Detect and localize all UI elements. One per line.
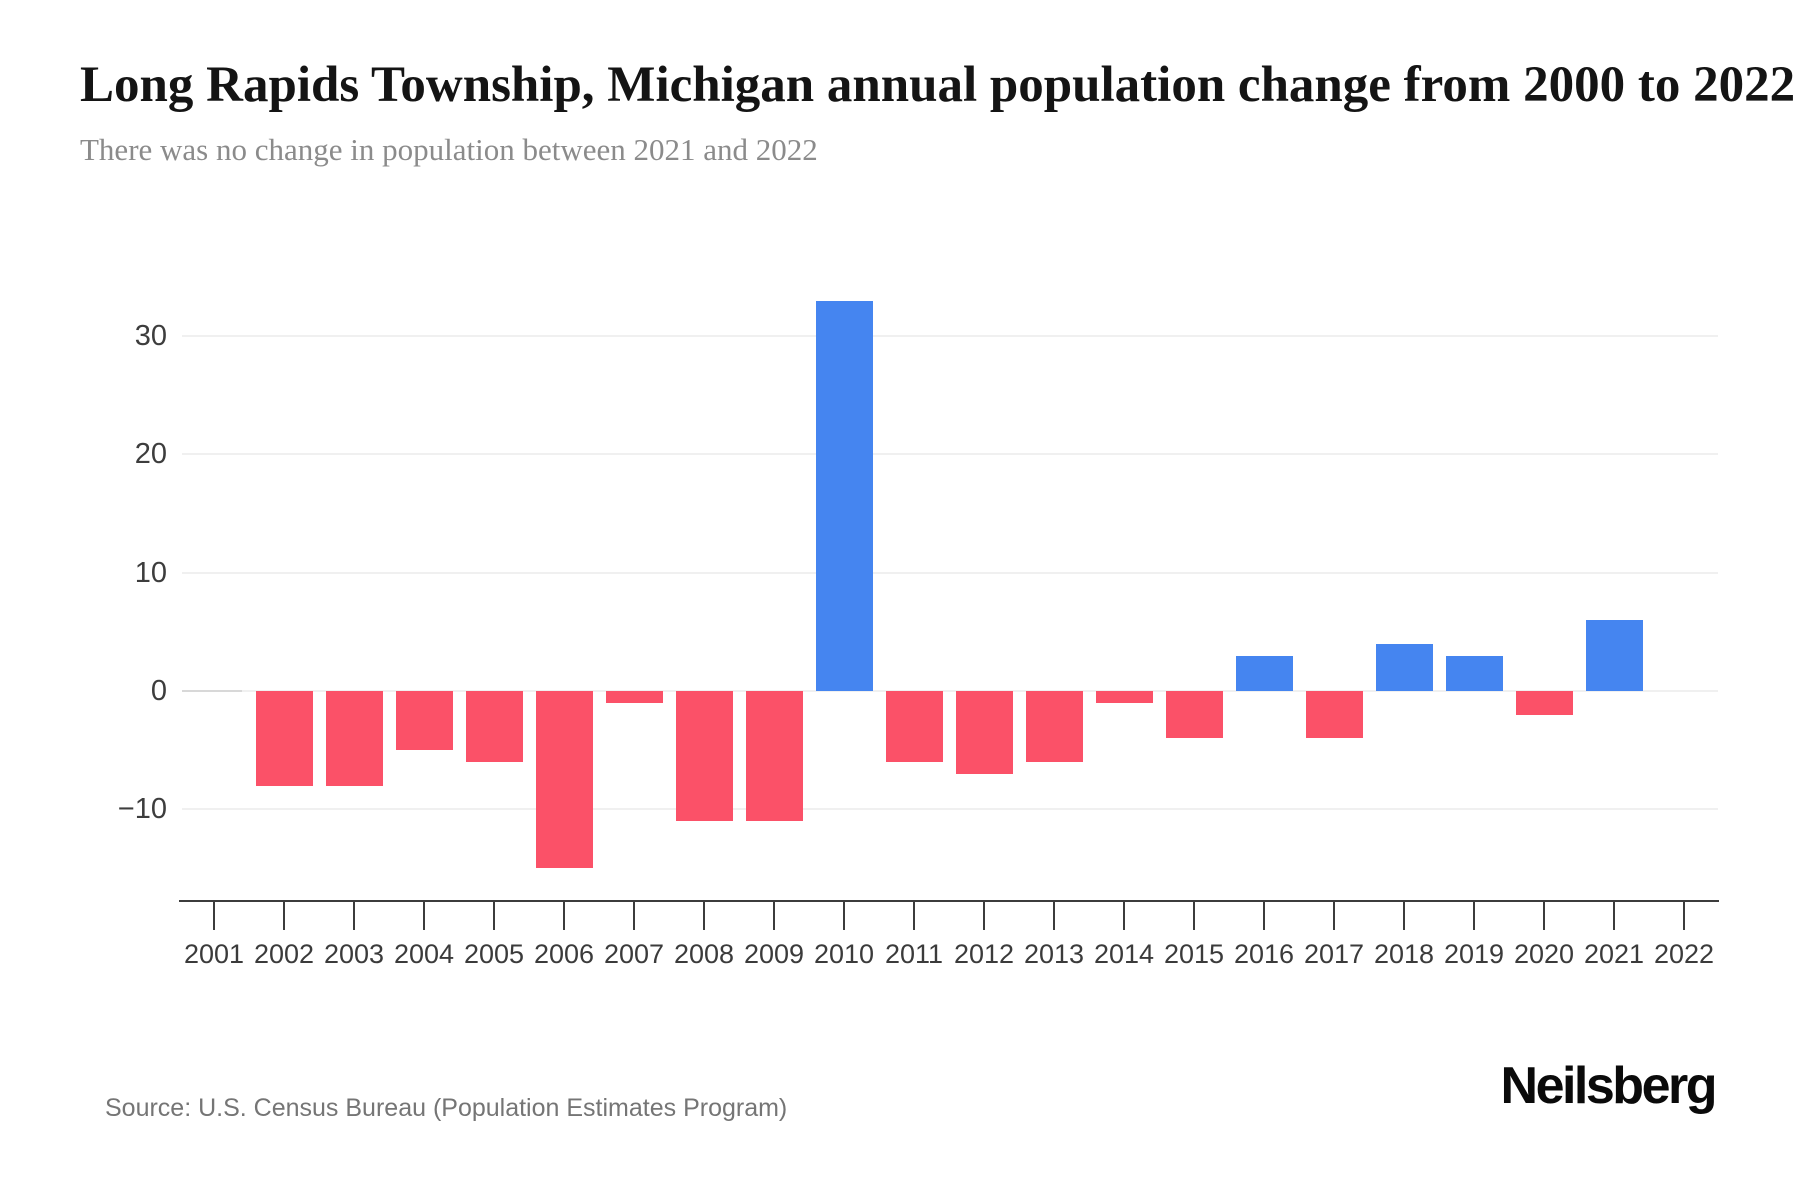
zero-axis-tick xyxy=(182,690,242,692)
x-axis-tick xyxy=(1053,900,1055,930)
x-tick-label: 2003 xyxy=(323,939,385,969)
x-axis-tick xyxy=(773,900,775,930)
bar-2016 xyxy=(1235,655,1293,691)
bar-2017 xyxy=(1305,691,1363,739)
x-axis-tick xyxy=(983,900,985,930)
x-axis-tick xyxy=(423,900,425,930)
bar-2002 xyxy=(255,691,313,786)
x-axis-tick xyxy=(353,900,355,930)
y-gridline xyxy=(182,453,1718,456)
bar-2014 xyxy=(1095,691,1153,703)
y-gridline xyxy=(182,808,1718,811)
y-tick-label: −10 xyxy=(117,793,167,826)
chart-title: Long Rapids Township, Michigan annual po… xyxy=(80,57,1796,113)
x-tick-label: 2009 xyxy=(743,939,805,969)
x-tick-label: 2014 xyxy=(1093,939,1155,969)
x-tick-label: 2015 xyxy=(1163,939,1225,969)
x-axis-tick xyxy=(213,900,215,930)
y-tick-label: 20 xyxy=(134,438,167,471)
bar-2008 xyxy=(675,691,733,822)
x-axis-tick xyxy=(1683,900,1685,930)
x-tick-label: 2001 xyxy=(183,939,245,969)
bar-2007 xyxy=(605,691,663,703)
x-tick-label: 2012 xyxy=(953,939,1015,969)
bar-2003 xyxy=(325,691,383,786)
x-axis-tick xyxy=(1333,900,1335,930)
x-tick-label: 2021 xyxy=(1583,939,1645,969)
x-tick-label: 2020 xyxy=(1513,939,1575,969)
y-tick-label: 30 xyxy=(134,320,167,353)
bar-2011 xyxy=(885,691,943,762)
y-tick-label: 0 xyxy=(150,675,167,707)
bar-2010 xyxy=(815,300,873,691)
x-tick-label: 2013 xyxy=(1023,939,1085,969)
x-axis-tick xyxy=(703,900,705,930)
neilsberg-logo: Neilsberg xyxy=(1500,1057,1718,1115)
x-axis-tick xyxy=(1123,900,1125,930)
bar-2020 xyxy=(1515,691,1573,715)
x-axis-tick xyxy=(563,900,565,930)
bar-2019 xyxy=(1445,655,1503,691)
x-tick-label: 2006 xyxy=(533,939,595,969)
bar-2013 xyxy=(1025,691,1083,762)
x-tick-label: 2017 xyxy=(1303,939,1365,969)
y-tick-label: 10 xyxy=(134,556,167,589)
x-axis-tick xyxy=(913,900,915,930)
y-gridline xyxy=(182,571,1718,574)
bar-2021 xyxy=(1585,620,1643,691)
x-axis-tick xyxy=(1193,900,1195,930)
x-axis-tick xyxy=(1473,900,1475,930)
y-gridline xyxy=(182,690,1718,692)
source-attribution: Source: U.S. Census Bureau (Population E… xyxy=(105,1094,788,1122)
x-axis-tick xyxy=(633,900,635,930)
bar-2006 xyxy=(535,691,593,869)
x-axis-tick xyxy=(493,900,495,930)
bar-2012 xyxy=(955,691,1013,774)
x-tick-label: 2005 xyxy=(463,939,525,969)
x-axis-tick xyxy=(1613,900,1615,930)
bar-2005 xyxy=(465,691,523,762)
y-gridline xyxy=(182,335,1718,338)
x-tick-label: 2018 xyxy=(1373,939,1435,969)
x-axis-tick xyxy=(1403,900,1405,930)
x-axis-line xyxy=(179,900,1719,902)
x-tick-label: 2002 xyxy=(253,939,315,969)
x-axis-tick xyxy=(283,900,285,930)
x-tick-label: 2004 xyxy=(393,939,455,969)
x-tick-label: 2008 xyxy=(673,939,735,969)
bar-2004 xyxy=(395,691,453,751)
bar-2009 xyxy=(745,691,803,822)
x-tick-label: 2007 xyxy=(603,939,665,969)
x-tick-label: 2022 xyxy=(1653,939,1715,969)
bar-2015 xyxy=(1165,691,1223,739)
x-tick-label: 2016 xyxy=(1233,939,1295,969)
x-axis-tick xyxy=(1263,900,1265,930)
bar-2018 xyxy=(1375,643,1433,691)
x-tick-label: 2011 xyxy=(884,939,944,969)
x-tick-label: 2010 xyxy=(813,939,875,969)
chart-subtitle: There was no change in population betwee… xyxy=(80,132,818,167)
x-axis-tick xyxy=(1543,900,1545,930)
x-axis-tick xyxy=(843,900,845,930)
x-tick-label: 2019 xyxy=(1443,939,1505,969)
